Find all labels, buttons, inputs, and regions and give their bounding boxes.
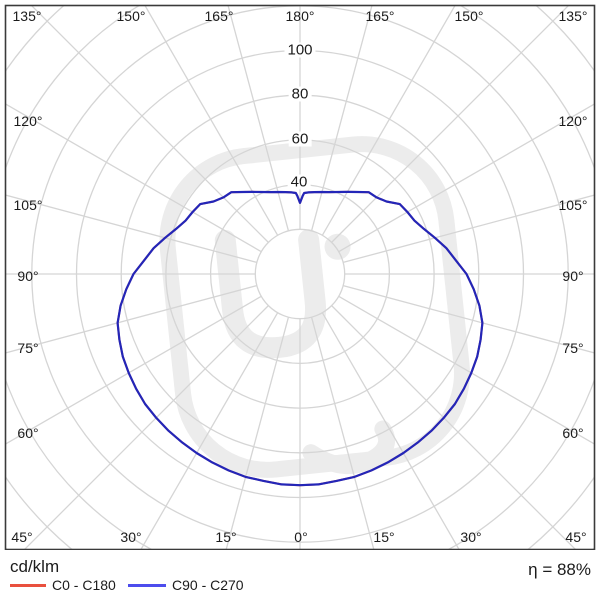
angle-tick-label: 60° bbox=[17, 425, 39, 441]
footer: cd/klm η = 88% C0 - C180 C90 - C270 bbox=[0, 550, 600, 600]
angle-tick-label: 165° bbox=[365, 8, 395, 24]
legend-line-c0-icon bbox=[10, 584, 46, 587]
legend-label-c90: C90 - C270 bbox=[172, 577, 244, 593]
angle-tick-label: 135° bbox=[558, 8, 588, 24]
angle-tick-label: 105° bbox=[13, 197, 43, 213]
radial-tick-label: 60 bbox=[288, 131, 312, 147]
plot-border bbox=[4, 4, 596, 551]
angle-tick-label: 165° bbox=[204, 8, 234, 24]
watermark-logo bbox=[159, 136, 470, 478]
radial-tick-label: 100 bbox=[284, 42, 316, 58]
legend-label-c0: C0 - C180 bbox=[52, 577, 116, 593]
angle-tick-label: 15° bbox=[215, 529, 237, 545]
angle-tick-label: 90° bbox=[17, 268, 39, 284]
angle-tick-label: 75° bbox=[17, 340, 39, 356]
angle-tick-label: 30° bbox=[460, 529, 482, 545]
angle-tick-label: 180° bbox=[285, 8, 315, 24]
angle-tick-label: 150° bbox=[454, 8, 484, 24]
angle-tick-label: 120° bbox=[558, 113, 588, 129]
radial-tick-label: 80 bbox=[288, 86, 312, 102]
angle-tick-label: 45° bbox=[11, 529, 33, 545]
unit-label: cd/klm bbox=[10, 557, 60, 576]
angle-tick-label: 135° bbox=[12, 8, 42, 24]
curve-c90-c270 bbox=[116, 190, 484, 487]
angle-tick-label: 75° bbox=[562, 340, 584, 356]
angle-tick-label: 105° bbox=[558, 197, 588, 213]
radial-tick-label: 40 bbox=[287, 174, 311, 190]
angle-tick-label: 0° bbox=[294, 529, 308, 545]
angle-tick-label: 45° bbox=[565, 529, 587, 545]
angle-tick-label: 150° bbox=[116, 8, 146, 24]
angle-tick-label: 60° bbox=[562, 425, 584, 441]
legend-line-c90-icon bbox=[128, 584, 166, 587]
efficiency-value: η = 88% bbox=[528, 560, 591, 579]
angle-tick-label: 30° bbox=[120, 529, 142, 545]
angle-tick-label: 90° bbox=[562, 268, 584, 284]
angle-tick-label: 15° bbox=[373, 529, 395, 545]
intensity-curves bbox=[116, 190, 484, 487]
angle-tick-label: 120° bbox=[13, 113, 43, 129]
